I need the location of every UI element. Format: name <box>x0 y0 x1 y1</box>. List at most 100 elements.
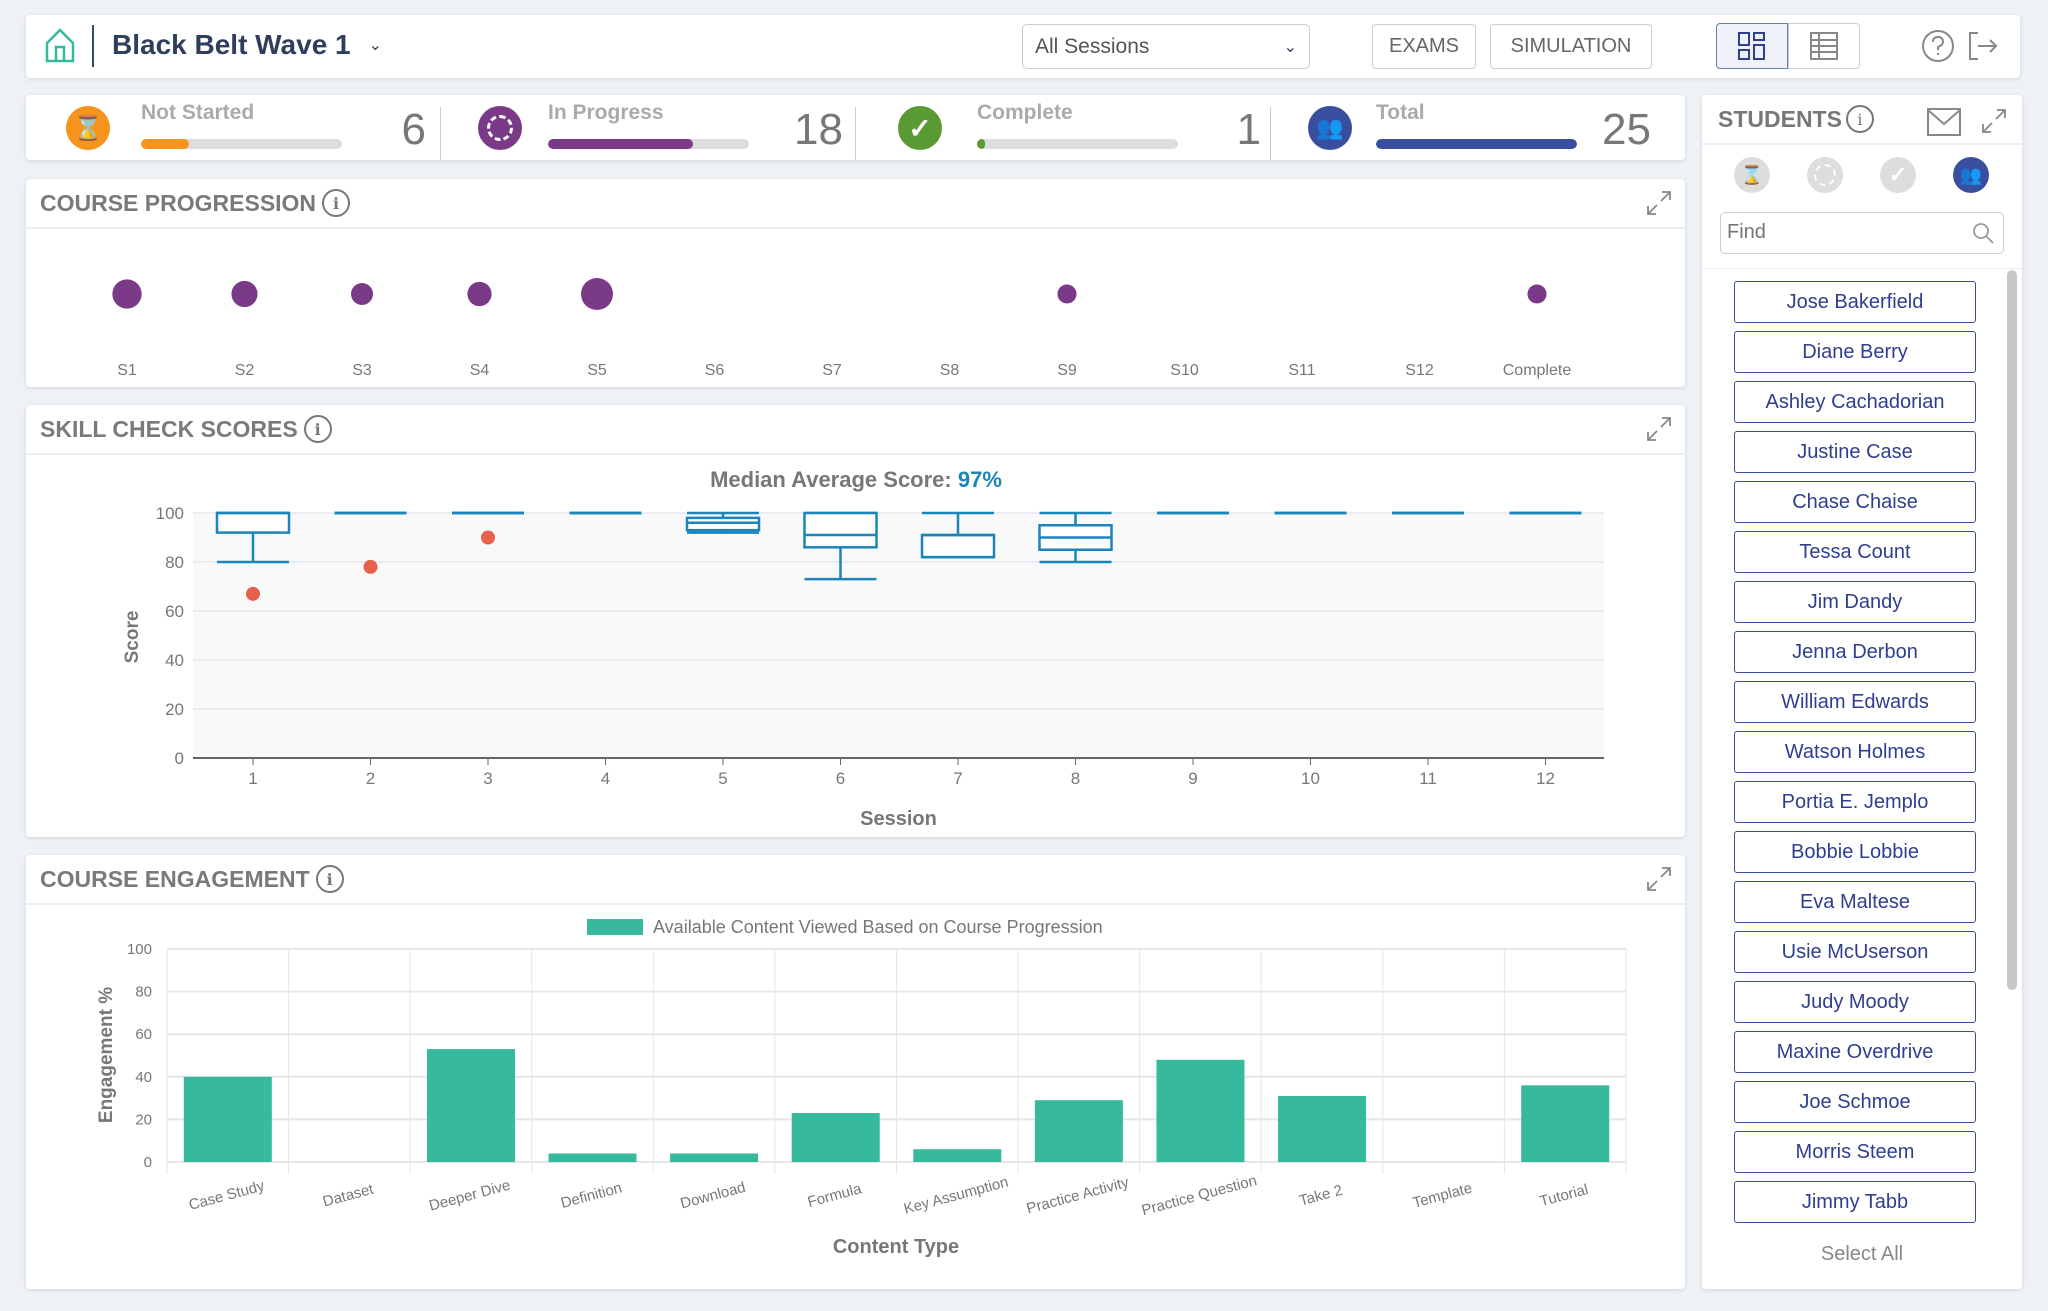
students-title: STUDENTS <box>1718 105 1842 132</box>
legend-swatch <box>587 919 643 935</box>
total-progress <box>1376 139 1577 149</box>
course-progression-chart: S1 S2 S3 S4 S5 S6 S7 S8 S9 S10 S11 S12 Complete <box>112 278 1571 379</box>
exams-button[interactable]: EXAMS <box>1372 24 1476 69</box>
plot-area <box>193 513 1604 758</box>
outlier-point <box>246 586 260 601</box>
filter-complete-icon[interactable]: ✓ <box>1880 157 1916 193</box>
expand-icon[interactable] <box>1980 107 2008 135</box>
section-title: COURSE ENGAGEMENT i <box>40 865 344 893</box>
y-tick-label: 20 <box>165 700 184 719</box>
student-item[interactable]: Watson Holmes <box>1734 731 1976 773</box>
filter-total-icon[interactable]: 👥 <box>1953 157 1989 193</box>
x-tick-label: 10 <box>1301 769 1320 788</box>
divider <box>26 903 1685 905</box>
student-item[interactable]: Jim Dandy <box>1734 581 1976 623</box>
x-tick-label: Template <box>1411 1180 1474 1212</box>
users-icon: 👥 <box>1308 106 1352 150</box>
student-item[interactable]: Ashley Cachadorian <box>1734 381 1976 423</box>
student-item[interactable]: Jenna Derbon <box>1734 631 1976 673</box>
divider <box>26 453 1685 455</box>
student-item[interactable]: Tessa Count <box>1734 531 1976 573</box>
y-tick-label: 80 <box>165 553 184 572</box>
student-item[interactable]: William Edwards <box>1734 681 1976 723</box>
student-item[interactable]: Jose Bakerfield <box>1734 281 1976 323</box>
student-item[interactable]: Usie McUserson <box>1734 931 1976 973</box>
legend-label: Available Content Viewed Based on Course… <box>653 917 1103 937</box>
y-tick-label: 20 <box>135 1111 152 1128</box>
x-tick-label: 7 <box>953 769 962 788</box>
divider <box>1702 143 2022 145</box>
course-engagement-chart: 0 20 40 60 80 100 Case Study Dataset Deeper Dive… <box>96 917 1627 1258</box>
x-tick-label: Download <box>679 1179 748 1213</box>
x-tick-label: 5 <box>718 769 727 788</box>
course-engagement-title: COURSE ENGAGEMENT <box>40 865 310 892</box>
simulation-button[interactable]: SIMULATION <box>1490 24 1652 69</box>
bar-key-assumption <box>913 1149 1002 1162</box>
select-all-button[interactable]: Select All <box>1820 1243 1904 1265</box>
info-icon[interactable]: i <box>322 189 351 217</box>
search-icon[interactable] <box>1971 221 1995 245</box>
x-tick-label: S12 <box>1405 362 1434 379</box>
x-tick-label: S9 <box>1057 362 1077 379</box>
student-item[interactable]: Maxine Overdrive <box>1734 1031 1976 1073</box>
mail-icon[interactable] <box>1926 107 1962 137</box>
y-axis-title: Engagement % <box>96 987 117 1123</box>
skill-check-title: SKILL CHECK SCORES <box>40 415 298 442</box>
expand-icon[interactable] <box>1645 865 1673 893</box>
filter-not-started-icon[interactable]: ⌛ <box>1734 157 1770 193</box>
course-title-dropdown[interactable]: Black Belt Wave 1 ⌄ <box>112 29 382 61</box>
info-icon[interactable]: i <box>315 865 344 893</box>
find-input[interactable] <box>1721 213 1951 251</box>
check-icon: ✓ <box>898 106 942 150</box>
bubble-s1 <box>112 279 142 309</box>
student-item[interactable]: Morris Steem <box>1734 1131 1976 1173</box>
x-tick-label: Definition <box>559 1179 624 1212</box>
y-tick-label: 100 <box>127 941 152 958</box>
student-item[interactable]: Bobbie Lobbie <box>1734 831 1976 873</box>
help-icon[interactable] <box>1921 29 1955 63</box>
student-item[interactable]: Joe Schmoe <box>1734 1081 1976 1123</box>
x-tick-label: Deeper Dive <box>427 1177 512 1215</box>
student-item[interactable]: Chase Chaise <box>1734 481 1976 523</box>
student-item[interactable]: Justine Case <box>1734 431 1976 473</box>
bubble-s9 <box>1057 284 1077 304</box>
student-item[interactable]: Eva Maltese <box>1734 881 1976 923</box>
table-view-button[interactable] <box>1788 23 1860 69</box>
hourglass-icon: ⌛ <box>66 106 110 150</box>
expand-icon[interactable] <box>1645 415 1673 443</box>
x-tick-label: Key Assumption <box>902 1174 1010 1218</box>
find-input-wrap <box>1720 212 2004 254</box>
grid-view-button[interactable] <box>1716 23 1788 69</box>
home-icon[interactable] <box>44 27 76 65</box>
logout-icon[interactable] <box>1966 29 2000 63</box>
course-engagement-panel: COURSE ENGAGEMENT i 0 20 40 60 80 100 Case Stud… <box>26 855 1685 1289</box>
session-select[interactable]: All Sessions ⌄ <box>1022 24 1310 69</box>
divider <box>440 107 441 161</box>
section-title: COURSE PROGRESSION i <box>40 189 351 217</box>
student-list: Jose Bakerfield Diane Berry Ashley Cachado… <box>1702 268 2022 1226</box>
course-progression-title: COURSE PROGRESSION <box>40 189 317 216</box>
x-tick-label: Tutorial <box>1538 1181 1590 1210</box>
box-session-6 <box>803 511 878 581</box>
grid-icon <box>1738 32 1765 60</box>
student-item[interactable]: Jimmy Tabb <box>1734 1181 1976 1223</box>
bar-practice-question <box>1156 1059 1245 1162</box>
outlier-point <box>363 559 378 574</box>
x-tick-label: S1 <box>117 362 137 379</box>
status-summary: ⌛ Not Started 6 In Progress 18 ✓ Complet… <box>26 95 1685 161</box>
info-icon[interactable]: i <box>1845 105 1874 133</box>
y-tick-label: 60 <box>165 602 184 621</box>
box-session-7 <box>920 511 996 559</box>
x-tick-label: S3 <box>352 362 372 379</box>
filter-in-progress-icon[interactable] <box>1807 157 1843 193</box>
student-item[interactable]: Portia E. Jemplo <box>1734 781 1976 823</box>
info-icon[interactable]: i <box>303 415 332 443</box>
x-axis-title: Content Type <box>833 1236 959 1258</box>
scrollbar[interactable] <box>2007 270 2017 990</box>
student-item[interactable]: Diane Berry <box>1734 331 1976 373</box>
in-progress-icon <box>478 106 522 150</box>
students-panel: STUDENTS i ⌛ ✓ 👥 Jose Bakerfield Diane Be… <box>1702 95 2022 1289</box>
x-tick-label: S10 <box>1170 362 1199 379</box>
expand-icon[interactable] <box>1645 189 1673 217</box>
student-item[interactable]: Judy Moody <box>1734 981 1976 1023</box>
